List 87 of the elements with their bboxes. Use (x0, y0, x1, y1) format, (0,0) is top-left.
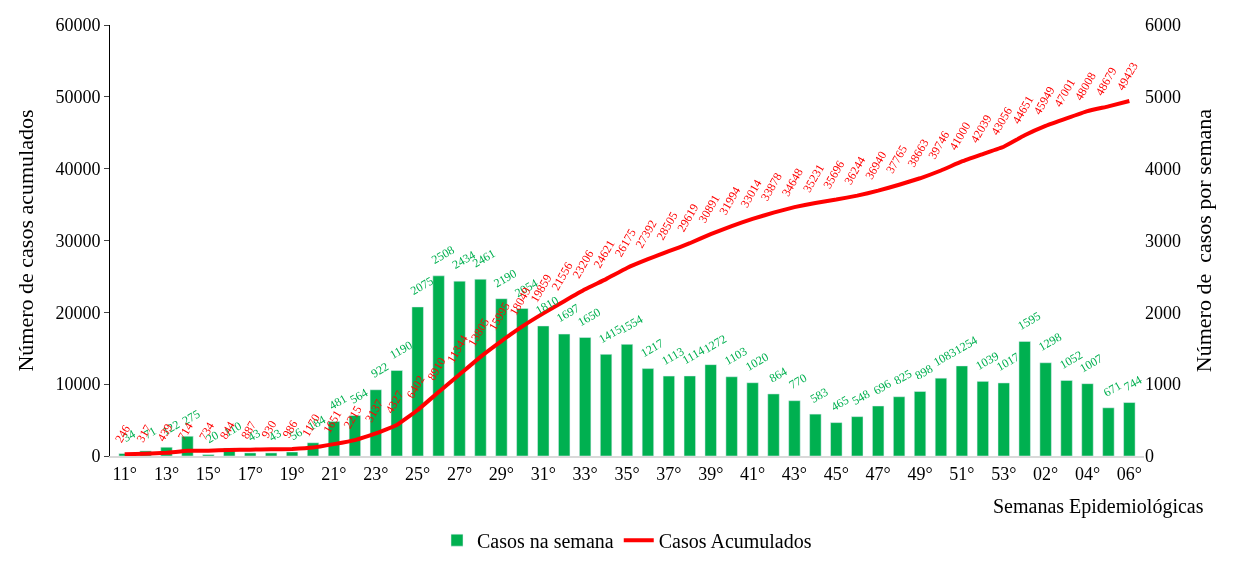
data-label: 1190 (387, 338, 415, 362)
y2-tick-label: 4000 (1145, 158, 1181, 179)
x-tick-label: 13° (153, 463, 180, 484)
x-tick-label: 53° (991, 463, 1017, 484)
data-label: 671 (1101, 378, 1124, 400)
bar (1018, 341, 1031, 456)
bar (1039, 362, 1052, 456)
x-tick-label: 41° (739, 463, 766, 484)
bar (1102, 407, 1115, 456)
y2-tick-label: 6000 (1145, 15, 1181, 36)
data-label: 744 (1121, 372, 1145, 394)
y-tick-label: 60000 (55, 15, 101, 36)
x-tick-label: 45° (823, 463, 849, 484)
bar (893, 396, 906, 456)
bar (955, 365, 968, 456)
bar (872, 405, 885, 456)
x-tick-label: 27° (446, 463, 473, 484)
legend-label: Casos Acumulados (658, 529, 812, 552)
bar (286, 451, 299, 456)
bar (1081, 383, 1094, 456)
data-label: 583 (807, 384, 831, 406)
bar (851, 416, 864, 456)
bar (704, 364, 717, 456)
x-tick-label: 51° (949, 463, 975, 484)
bar (914, 391, 927, 456)
data-label: 548 (849, 386, 873, 408)
data-label: 898 (912, 361, 936, 383)
y-tick-label: 50000 (55, 87, 101, 108)
y2-tick-label: 1000 (1145, 374, 1181, 395)
bar (746, 382, 759, 456)
legend-label: Casos na semana (477, 529, 614, 552)
x-tick-label: 19° (279, 463, 305, 484)
x-tick-label: 37° (656, 463, 682, 484)
x-tick-label: 43° (781, 463, 808, 484)
y2-axis-title: Número de casos por semana (1190, 108, 1216, 373)
data-label: 922 (368, 359, 392, 381)
data-label: 2075 (407, 273, 436, 298)
bar (1060, 380, 1073, 456)
bar (558, 333, 571, 456)
x-tick-label: 25° (405, 463, 431, 484)
bar (788, 400, 801, 456)
bar (934, 377, 947, 456)
x-tick-label: 35° (614, 463, 640, 484)
data-label: 825 (891, 366, 915, 388)
bar (537, 325, 550, 456)
x-tick-label: 31° (530, 463, 556, 484)
bar (1123, 402, 1136, 456)
y2-tick-label: 0 (1145, 446, 1154, 467)
data-label: 465 (828, 392, 852, 414)
y2-tick-label: 3000 (1145, 230, 1181, 251)
bar (662, 375, 675, 456)
bar (265, 452, 278, 456)
y-tick-label: 20000 (55, 302, 101, 323)
x-axis-title: Semanas Epidemiológicas (993, 495, 1204, 518)
x-tick-label: 49° (907, 463, 933, 484)
bar (244, 452, 257, 456)
x-tick-label: 47° (865, 463, 891, 484)
x-tick-label: 11° (112, 463, 137, 484)
x-tick-label: 33° (572, 463, 598, 484)
y-tick-label: 30000 (55, 230, 101, 251)
y-tick-label: 0 (91, 446, 101, 467)
x-tick-label: 17° (237, 463, 263, 484)
x-tick-label: 15° (195, 463, 221, 484)
y-tick-label: 10000 (55, 374, 101, 395)
bar (683, 375, 696, 456)
x-tick-label: 29° (488, 463, 515, 484)
x-tick-label: 06° (1116, 463, 1142, 484)
bar (830, 422, 843, 456)
bar (725, 376, 738, 456)
bar (579, 337, 592, 456)
x-tick-label: 23° (363, 463, 389, 484)
y2-tick-label: 5000 (1145, 87, 1181, 108)
bar (641, 368, 654, 456)
data-label: 696 (870, 376, 894, 398)
y2-tick-label: 2000 (1145, 302, 1181, 323)
x-tick-label: 04° (1074, 463, 1101, 484)
y-axis-title: Número de casos acumulados (13, 109, 39, 372)
y-tick-label: 40000 (55, 158, 101, 179)
bar (620, 344, 634, 456)
bar (600, 354, 613, 456)
bar (997, 382, 1010, 456)
x-tick-label: 21° (321, 463, 347, 484)
bar (976, 381, 989, 456)
x-tick-label: 39° (698, 463, 724, 484)
bar (809, 413, 822, 456)
x-tick-label: 02° (1033, 463, 1059, 484)
bar (767, 393, 780, 456)
